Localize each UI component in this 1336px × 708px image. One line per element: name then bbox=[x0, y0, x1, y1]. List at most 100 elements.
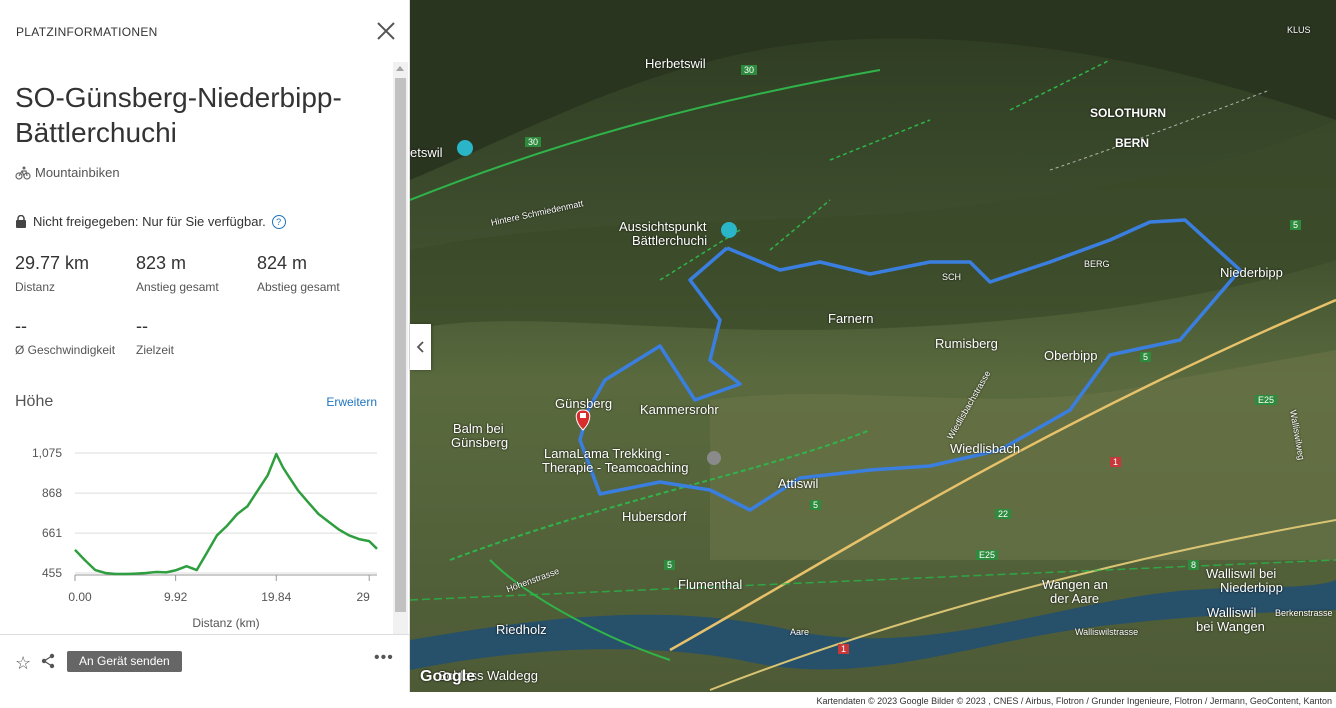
map-label: Farnern bbox=[828, 311, 874, 326]
road-badge: 5 bbox=[810, 500, 822, 510]
map-view[interactable]: Herbetswil SOLOTHURN BERN Aussichtspunkt… bbox=[410, 0, 1336, 692]
map-label: Flumenthal bbox=[678, 577, 743, 592]
road-badge: 30 bbox=[741, 65, 758, 75]
distance-label: Distanz bbox=[15, 280, 56, 294]
close-button[interactable] bbox=[374, 19, 398, 43]
satellite-imagery[interactable] bbox=[410, 0, 1336, 692]
map-label: Wangen an bbox=[1042, 577, 1109, 592]
activity-label: Mountainbiken bbox=[35, 165, 120, 180]
map-label: Günsberg bbox=[451, 435, 509, 450]
panel-title: PLATZINFORMATIONEN bbox=[16, 25, 158, 39]
share-button[interactable] bbox=[40, 653, 56, 674]
speed-label: Ø Geschwindigkeit bbox=[15, 343, 116, 357]
map-attribution[interactable]: Kartendaten © 2023 Google Bilder © 2023 … bbox=[812, 694, 1336, 708]
map-label: Rumisberg bbox=[935, 336, 998, 351]
elevation-line bbox=[74, 452, 378, 576]
map-label: Wiedlisbach bbox=[950, 441, 1021, 456]
scrollbar-thumb[interactable] bbox=[395, 78, 406, 612]
road-badge: 1 bbox=[1110, 457, 1122, 467]
speed-value: -- bbox=[15, 316, 27, 336]
map-label: Bättlerchuchi bbox=[632, 233, 708, 248]
chevron-left-icon bbox=[416, 341, 424, 353]
map-label: Berkenstrasse bbox=[1275, 608, 1333, 618]
lock-icon bbox=[16, 215, 26, 228]
map-label: Riedholz bbox=[496, 622, 547, 637]
time-value: -- bbox=[136, 316, 148, 336]
divider bbox=[0, 634, 409, 635]
map-label: Aare bbox=[790, 627, 810, 637]
map-label: Walliswilstrasse bbox=[1075, 627, 1139, 637]
panel-scrollbar[interactable] bbox=[393, 62, 408, 634]
chart-x-tick-label: 19.84 bbox=[261, 590, 291, 604]
privacy-text: Nicht freigegeben: Nur für Sie verfügbar… bbox=[33, 214, 266, 229]
map-label: KLUS bbox=[1287, 25, 1311, 35]
road-badge: 5 bbox=[664, 560, 676, 570]
descent-label: Abstieg gesamt bbox=[257, 280, 340, 294]
map-label: Hubersdorf bbox=[622, 509, 687, 524]
help-icon[interactable]: ? bbox=[271, 214, 286, 229]
map-label: Oberbipp bbox=[1044, 348, 1098, 363]
chart-y-tick-label: 661 bbox=[42, 526, 62, 540]
ascent-label: Anstieg gesamt bbox=[136, 280, 219, 294]
elevation-title: Höhe bbox=[15, 393, 54, 410]
road-badge: 5 bbox=[1290, 220, 1302, 230]
map-label: der Aare bbox=[1050, 591, 1100, 606]
close-icon bbox=[377, 22, 395, 40]
map-label: Attiswil bbox=[778, 476, 819, 491]
chart-x-tick-label: 0.00 bbox=[68, 590, 92, 604]
road-badge: E25 bbox=[1255, 395, 1278, 405]
road-badge: 5 bbox=[1140, 352, 1152, 362]
descent-value: 824 m bbox=[257, 253, 308, 273]
map-label: SOLOTHURN bbox=[1090, 106, 1166, 120]
send-to-device-button[interactable]: An Gerät senden bbox=[67, 651, 182, 672]
map-label: Walliswil bei bbox=[1206, 566, 1277, 581]
distance-value: 29.77 km bbox=[15, 253, 90, 273]
road-badge: E25 bbox=[976, 550, 999, 560]
road-badge: 8 bbox=[1188, 560, 1200, 570]
action-bar: ☆ An Gerät senden ••• bbox=[0, 635, 409, 692]
road-badge: 1 bbox=[838, 644, 850, 654]
map-label: etswil bbox=[410, 145, 443, 160]
activity-type: Mountainbiken bbox=[15, 165, 120, 180]
more-options-button[interactable]: ••• bbox=[374, 649, 394, 666]
expand-link[interactable]: Erweitern bbox=[326, 395, 377, 409]
map-label: Aussichtspunkt bbox=[619, 219, 707, 234]
mountain-bike-icon bbox=[15, 166, 31, 180]
stat-time: -- Zielzeit bbox=[136, 316, 174, 357]
road-badge: 30 bbox=[525, 137, 542, 147]
share-icon bbox=[41, 653, 55, 669]
road-badge: 22 bbox=[995, 509, 1012, 519]
time-label: Zielzeit bbox=[136, 343, 175, 357]
chart-y-tick-label: 868 bbox=[42, 486, 62, 500]
map-label: Kammersrohr bbox=[640, 402, 719, 417]
map-label: BERN bbox=[1115, 136, 1150, 150]
stat-speed: -- Ø Geschwindigkeit bbox=[15, 316, 115, 357]
map-label: BERG bbox=[1084, 259, 1110, 269]
stat-descent: 824 m Abstieg gesamt bbox=[257, 253, 340, 294]
map-label: Walliswil bbox=[1207, 605, 1257, 620]
favorite-button[interactable]: ☆ bbox=[15, 653, 31, 674]
ascent-value: 823 m bbox=[136, 253, 187, 273]
chart-x-tick-label: 9.92 bbox=[164, 590, 188, 604]
route-name: SO-Günsberg-Niederbipp-Bättlerchuchi bbox=[15, 82, 342, 148]
stat-ascent: 823 m Anstieg gesamt bbox=[136, 253, 219, 294]
map-label: LamaLama Trekking - bbox=[544, 446, 670, 461]
map-label: Therapie - Teamcoaching bbox=[542, 460, 689, 475]
route-start-marker[interactable] bbox=[575, 409, 591, 431]
map-label: SCH bbox=[942, 272, 962, 282]
map-label: Herbetswil bbox=[645, 56, 706, 71]
map-label: bei Wangen bbox=[1196, 619, 1265, 634]
map-label: Niederbipp bbox=[1220, 265, 1283, 280]
collapse-panel-button[interactable] bbox=[410, 324, 431, 370]
scroll-up-icon[interactable] bbox=[396, 66, 404, 71]
chart-x-tick-label: 29 bbox=[357, 590, 371, 604]
stat-distance: 29.77 km Distanz bbox=[15, 253, 89, 294]
map-label: Günsberg bbox=[555, 396, 613, 411]
map-label: Niederbipp bbox=[1220, 580, 1283, 595]
map-label: Balm bei bbox=[453, 421, 504, 436]
map-label: Schloss Waldegg bbox=[438, 668, 538, 683]
chart-y-tick-label: 1,075 bbox=[32, 446, 62, 460]
star-icon: ☆ bbox=[15, 653, 32, 673]
google-logo: Google bbox=[420, 668, 476, 685]
chart-y-tick-label: 455 bbox=[42, 566, 62, 580]
